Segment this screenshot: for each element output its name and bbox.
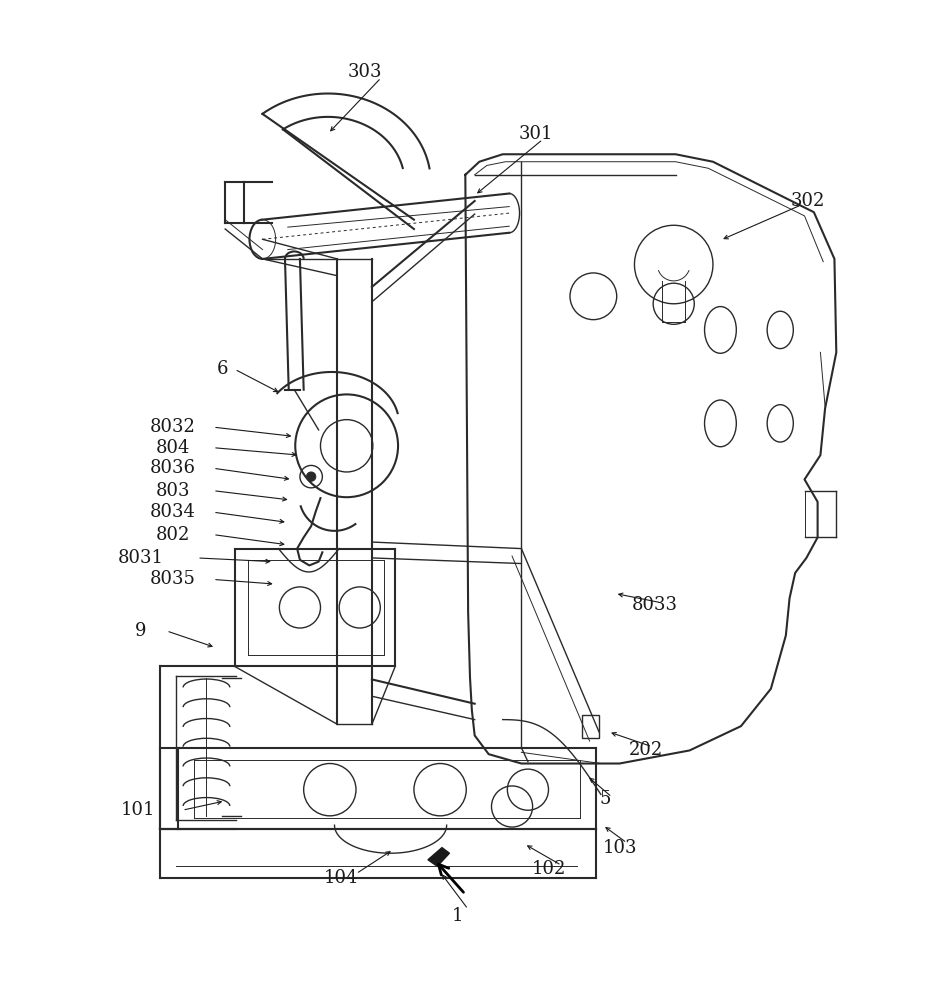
Text: 303: 303	[348, 63, 383, 81]
Text: 803: 803	[156, 482, 190, 500]
Text: 103: 103	[603, 839, 636, 857]
Circle shape	[306, 472, 316, 481]
Bar	[582, 715, 599, 738]
Text: 6: 6	[216, 360, 228, 378]
Text: 8032: 8032	[149, 418, 196, 436]
Text: 5: 5	[600, 790, 611, 808]
Text: 804: 804	[156, 439, 190, 457]
Text: 302: 302	[791, 192, 825, 210]
Text: 8031: 8031	[118, 549, 164, 567]
Text: 1: 1	[452, 907, 463, 925]
Text: 104: 104	[324, 869, 358, 887]
Text: 102: 102	[532, 860, 567, 878]
Text: 202: 202	[629, 741, 663, 759]
Text: 301: 301	[518, 125, 553, 143]
Text: 8035: 8035	[149, 570, 196, 588]
Text: 8033: 8033	[632, 596, 678, 614]
Polygon shape	[428, 848, 449, 866]
Text: 101: 101	[121, 801, 155, 819]
Text: 9: 9	[135, 622, 147, 640]
Text: 8036: 8036	[149, 459, 196, 477]
Text: 8034: 8034	[149, 503, 196, 521]
Text: 802: 802	[156, 526, 190, 544]
